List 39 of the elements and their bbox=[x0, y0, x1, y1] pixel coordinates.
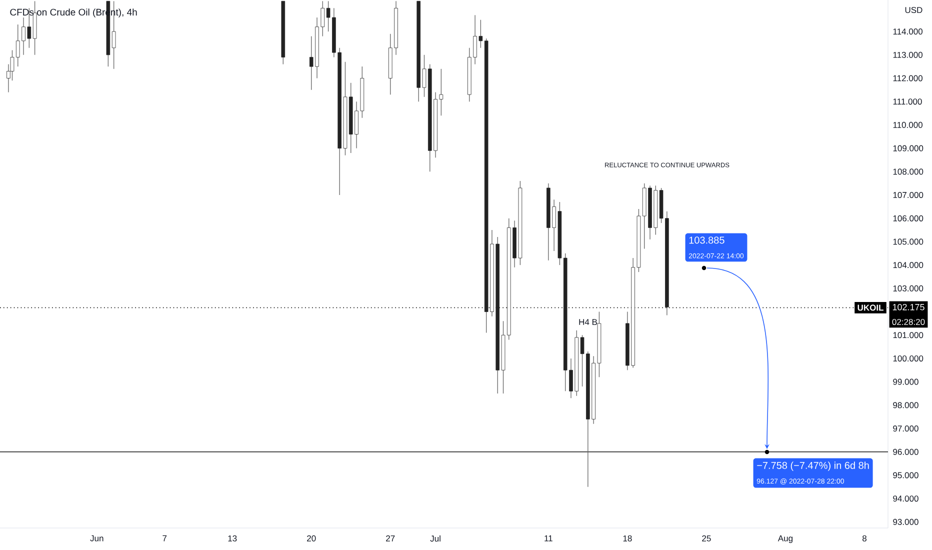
y-tick-label: 105.000 bbox=[893, 238, 924, 245]
y-tick-label: 93.000 bbox=[893, 518, 918, 525]
y-tick-label: 114.000 bbox=[893, 28, 922, 35]
x-tick-label: 25 bbox=[702, 535, 711, 542]
y-tick-label: 107.000 bbox=[893, 192, 924, 198]
x-tick-label: 7 bbox=[162, 535, 167, 542]
y-tick-label: 99.000 bbox=[893, 378, 918, 385]
y-tick-label: 110.000 bbox=[893, 122, 922, 128]
x-tick-label: Jun bbox=[90, 535, 104, 542]
text: 02:28:20 bbox=[892, 318, 925, 325]
ref-line-label: UKOIL bbox=[858, 304, 884, 311]
text: 102.175 bbox=[892, 304, 924, 310]
x-tick-label: Jul bbox=[430, 535, 440, 542]
y-tick-label: 109.000 bbox=[893, 145, 924, 152]
y-tick-label: 96.000 bbox=[893, 448, 918, 455]
x-tick-label: 18 bbox=[623, 535, 632, 542]
y-tick-label: 100.000 bbox=[893, 355, 924, 362]
y-tick-label: 108.000 bbox=[893, 168, 924, 175]
x-tick-label: 11 bbox=[544, 535, 552, 542]
x-tick-label: 8 bbox=[862, 535, 866, 542]
annotation: H4 B bbox=[579, 319, 598, 325]
y-tick-label: 94.000 bbox=[893, 496, 918, 502]
y-tick-label: 95.000 bbox=[893, 472, 918, 478]
x-tick-label: 27 bbox=[386, 535, 395, 542]
y-tick-label: 98.000 bbox=[893, 402, 918, 408]
x-tick-label: 20 bbox=[307, 535, 316, 542]
y-tick-label: 113.000 bbox=[893, 52, 922, 58]
y-tick-label: 104.000 bbox=[893, 262, 924, 268]
x-tick-label: Aug bbox=[778, 535, 792, 543]
y-tick-label: 111.000 bbox=[893, 98, 922, 105]
y-tick-label: 112.000 bbox=[893, 75, 922, 82]
y-tick-label: 106.000 bbox=[893, 215, 924, 222]
y-tick-label: 101.000 bbox=[893, 332, 924, 338]
y-axis-title: USD bbox=[905, 6, 922, 14]
x-tick-label: 13 bbox=[228, 535, 237, 542]
annotation: 103.885 bbox=[689, 236, 724, 244]
annotation: −7.758 (−7.47%) in 6d 8h bbox=[757, 462, 869, 471]
y-tick-label: 103.000 bbox=[893, 285, 924, 292]
y-tick-label: 97.000 bbox=[893, 426, 918, 432]
